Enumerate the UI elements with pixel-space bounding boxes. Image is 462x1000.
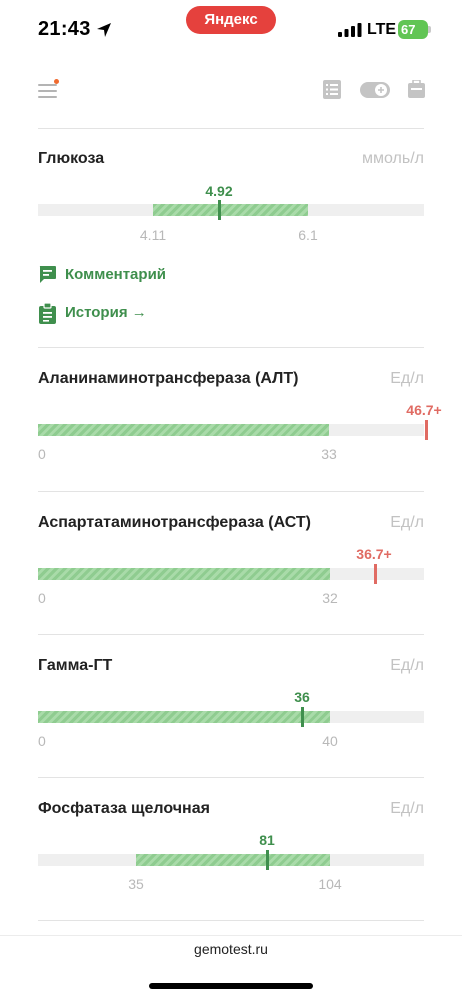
range-bar [38, 707, 424, 727]
analyte-unit: ммоль/л [362, 150, 424, 167]
norm-range [38, 568, 330, 580]
divider [38, 634, 424, 635]
range-bar [38, 850, 424, 870]
analyte-name: Глюкоза [38, 150, 105, 167]
menu-icon[interactable] [38, 79, 60, 98]
comment-link[interactable]: Комментарий [38, 264, 198, 286]
analyte-ggt: Гамма-ГТ Ед/л 36 0 40 [38, 657, 424, 757]
norm-range [38, 424, 329, 436]
range-bar [38, 564, 424, 584]
range-low: 35 [128, 876, 144, 892]
briefcase-icon[interactable] [408, 80, 425, 98]
analyte-name: Фосфатаза щелочная [38, 800, 210, 817]
battery-icon: 67 [398, 20, 428, 39]
result-value: 81 [259, 832, 275, 848]
network-label: LTE [367, 21, 397, 38]
footer-divider [0, 935, 462, 936]
status-time: 21:43 [38, 18, 91, 40]
result-marker [218, 200, 221, 220]
history-link-label: История → [65, 304, 147, 321]
result-marker [374, 564, 377, 584]
range-high: 104 [318, 876, 342, 892]
range-high: 32 [322, 590, 338, 606]
analyte-unit: Ед/л [390, 514, 424, 531]
list-icon[interactable] [323, 80, 341, 99]
divider [38, 491, 424, 492]
analyte-glucose: Глюкоза ммоль/л 4.92 4.11 6.1 [38, 150, 424, 250]
divider [38, 777, 424, 778]
range-high: 33 [321, 446, 337, 462]
range-low: 0 [38, 446, 46, 462]
toggle-icon[interactable] [360, 82, 390, 98]
norm-range [136, 854, 330, 866]
battery-tip [428, 26, 431, 33]
home-indicator[interactable] [149, 983, 313, 989]
analyte-alp: Фосфатаза щелочная Ед/л 81 35 104 [38, 800, 424, 900]
location-arrow-icon [97, 23, 111, 37]
status-bar: 21:43 Яндекс LTE 67 [0, 0, 462, 62]
analyte-unit: Ед/л [390, 800, 424, 817]
range-low: 4.11 [139, 227, 167, 243]
battery-level: 67 [401, 22, 416, 37]
range-high: 6.1 [298, 227, 318, 243]
analyte-ast: Аспартатаминотрансфераза (АСТ) Ед/л 36.7… [38, 514, 424, 614]
result-marker [425, 420, 428, 440]
divider [38, 347, 424, 348]
result-marker [266, 850, 269, 870]
result-value: 46.7+ [406, 402, 442, 418]
divider [38, 920, 424, 921]
clipboard-icon [39, 303, 56, 324]
analyte-unit: Ед/л [390, 657, 424, 674]
comment-icon [39, 266, 56, 283]
result-marker [301, 707, 304, 727]
norm-range [153, 204, 308, 216]
analyte-unit: Ед/л [390, 370, 424, 387]
analyte-name: Гамма-ГТ [38, 657, 113, 674]
analyte-name: Аспартатаминотрансфераза (АСТ) [38, 514, 311, 531]
comment-link-label: Комментарий [65, 266, 167, 283]
range-low: 0 [38, 733, 46, 749]
result-value: 4.92 [205, 183, 233, 199]
range-bar [38, 200, 424, 220]
result-value: 36.7+ [356, 546, 392, 562]
signal-icon [338, 23, 362, 37]
divider [38, 128, 424, 129]
site-url[interactable]: gemotest.ru [194, 941, 268, 957]
result-value: 36 [294, 689, 310, 705]
notification-dot [54, 79, 59, 84]
norm-range [38, 711, 330, 723]
range-high: 40 [322, 733, 338, 749]
range-low: 0 [38, 590, 46, 606]
yandex-pill[interactable]: Яндекс [186, 6, 276, 34]
history-link[interactable]: История → [38, 302, 198, 324]
range-bar [38, 420, 428, 440]
analyte-alt: Аланинаминотрансфераза (АЛТ) Ед/л 46.7+ … [38, 370, 442, 470]
analyte-name: Аланинаминотрансфераза (АЛТ) [38, 370, 299, 387]
toolbar [0, 70, 462, 110]
